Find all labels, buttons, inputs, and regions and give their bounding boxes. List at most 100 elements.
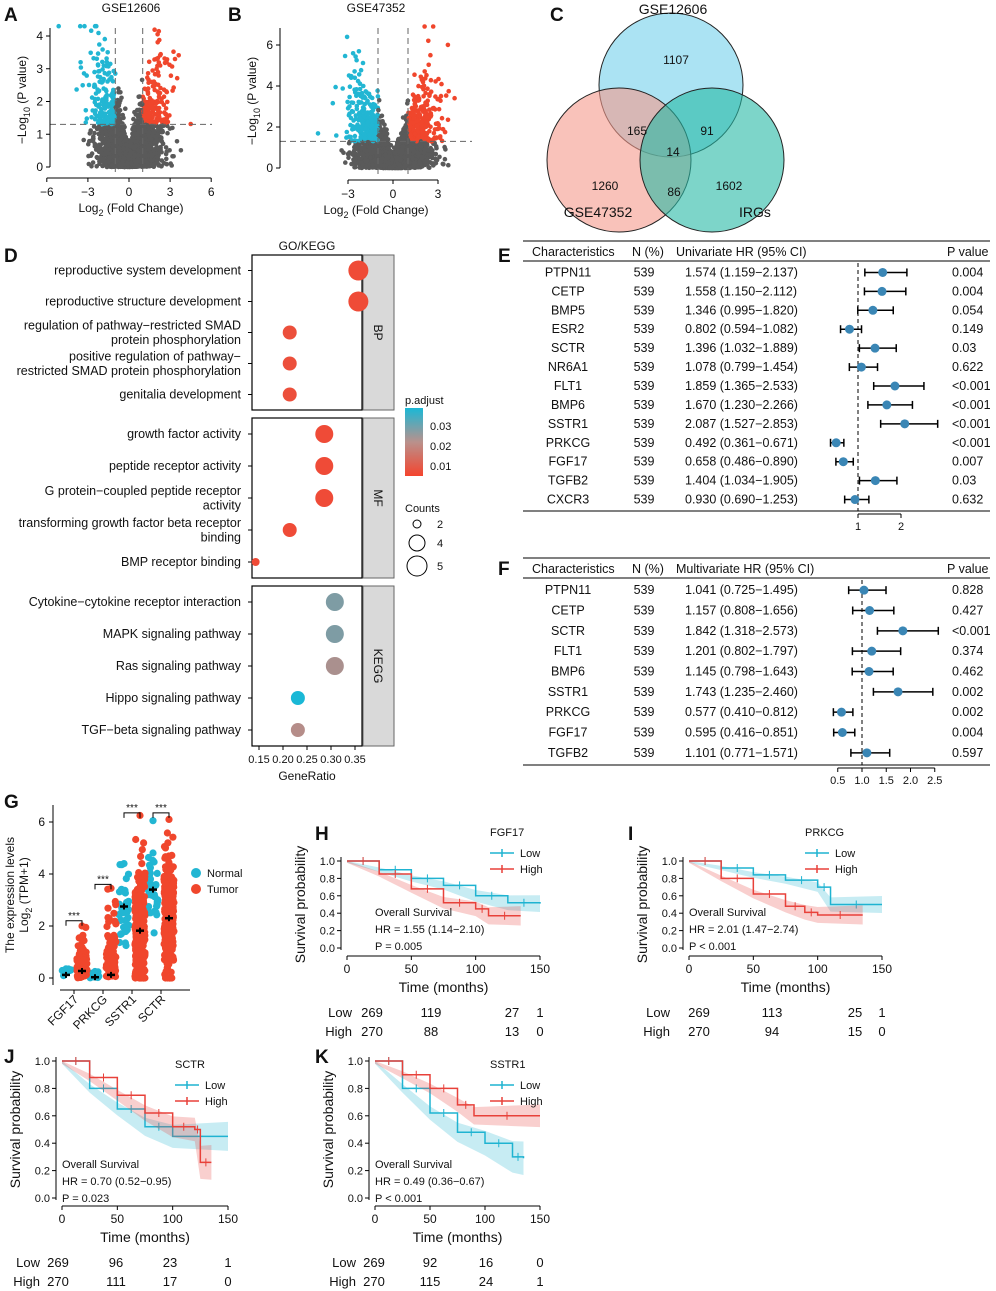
ns-point <box>142 158 148 164</box>
ns-point <box>154 154 160 160</box>
ns-point <box>104 132 110 138</box>
down-point <box>102 36 108 42</box>
ns-point <box>122 124 127 130</box>
ns-point <box>151 147 156 152</box>
down-point <box>94 56 100 62</box>
up-point <box>161 87 167 92</box>
ns-point <box>142 163 147 169</box>
ns-point <box>113 105 118 110</box>
ns-point <box>119 95 124 101</box>
ns-point <box>94 143 99 148</box>
up-point <box>142 86 147 92</box>
y-tick-label: 1 <box>36 127 43 141</box>
up-point <box>153 56 159 62</box>
down-point <box>342 53 348 59</box>
down-point <box>89 115 94 120</box>
down-point <box>95 51 101 56</box>
down-point <box>356 49 362 54</box>
ns-point <box>131 137 136 143</box>
ns-point <box>341 150 346 155</box>
ns-point <box>158 163 164 169</box>
down-point <box>103 87 108 92</box>
ns-point <box>135 147 141 153</box>
down-point <box>358 67 364 73</box>
ns-point <box>139 102 145 107</box>
up-point <box>146 77 151 83</box>
y-tick-label: 4 <box>36 29 43 43</box>
ns-point <box>105 150 111 156</box>
up-point <box>418 74 424 80</box>
ns-point <box>158 137 163 143</box>
y-axis-label-main: −Log <box>15 117 29 144</box>
ns-point <box>125 161 130 167</box>
down-point <box>97 102 102 107</box>
ns-point <box>146 126 152 132</box>
ns-point <box>104 124 110 130</box>
ns-point <box>170 154 175 159</box>
ns-point <box>98 156 104 161</box>
down-point <box>78 60 83 65</box>
panel-label-J: J <box>4 1047 15 1068</box>
down-point <box>92 83 98 89</box>
up-point <box>149 118 154 123</box>
down-point <box>347 84 353 89</box>
ns-point <box>139 153 145 158</box>
ns-point <box>118 141 123 147</box>
ns-point <box>150 163 156 169</box>
ns-point <box>139 119 145 125</box>
panel-label-I: I <box>628 824 633 845</box>
up-point <box>443 93 449 98</box>
up-point <box>145 86 151 91</box>
ns-point <box>109 162 115 168</box>
up-point <box>452 95 457 101</box>
up-point <box>146 106 151 111</box>
ns-point <box>87 138 92 144</box>
ns-point <box>110 131 116 136</box>
ns-point <box>90 136 96 141</box>
down-point <box>77 23 83 29</box>
panel-label-E: E <box>498 246 511 267</box>
ns-point <box>133 143 139 149</box>
panel-label-D: D <box>4 246 18 267</box>
down-point <box>94 23 99 29</box>
down-point <box>334 133 339 138</box>
up-point <box>176 53 181 58</box>
x-axis-label-tail: (Fold Change) <box>104 201 184 215</box>
x-tick-label: −6 <box>40 185 54 199</box>
up-point <box>145 71 151 76</box>
up-point <box>150 99 155 105</box>
down-point <box>101 102 106 108</box>
down-point <box>344 129 350 135</box>
ns-point <box>104 135 109 141</box>
down-point <box>109 100 114 105</box>
down-point <box>97 112 103 118</box>
down-point <box>352 69 357 74</box>
ns-point <box>130 132 136 137</box>
ns-point <box>136 94 141 100</box>
chart-title: GSE12606 <box>102 1 161 15</box>
up-point <box>157 53 163 58</box>
x-axis-label-main: Log <box>78 201 98 215</box>
down-point <box>100 59 105 65</box>
up-point <box>149 79 155 85</box>
down-point <box>83 108 89 113</box>
up-point <box>170 88 175 93</box>
ns-point <box>163 145 169 150</box>
ns-point <box>129 161 134 166</box>
ns-point <box>156 146 161 151</box>
up-point <box>157 63 163 68</box>
down-point <box>110 79 116 84</box>
ns-point <box>121 155 127 161</box>
ns-point <box>95 125 100 131</box>
down-point <box>99 99 105 104</box>
down-point <box>106 104 111 109</box>
down-point <box>88 50 93 56</box>
down-point <box>347 104 352 109</box>
up-point <box>174 75 180 81</box>
down-point <box>97 68 102 74</box>
up-point <box>428 77 434 83</box>
down-point <box>82 23 87 29</box>
down-point <box>78 65 84 70</box>
ns-point <box>165 130 170 136</box>
